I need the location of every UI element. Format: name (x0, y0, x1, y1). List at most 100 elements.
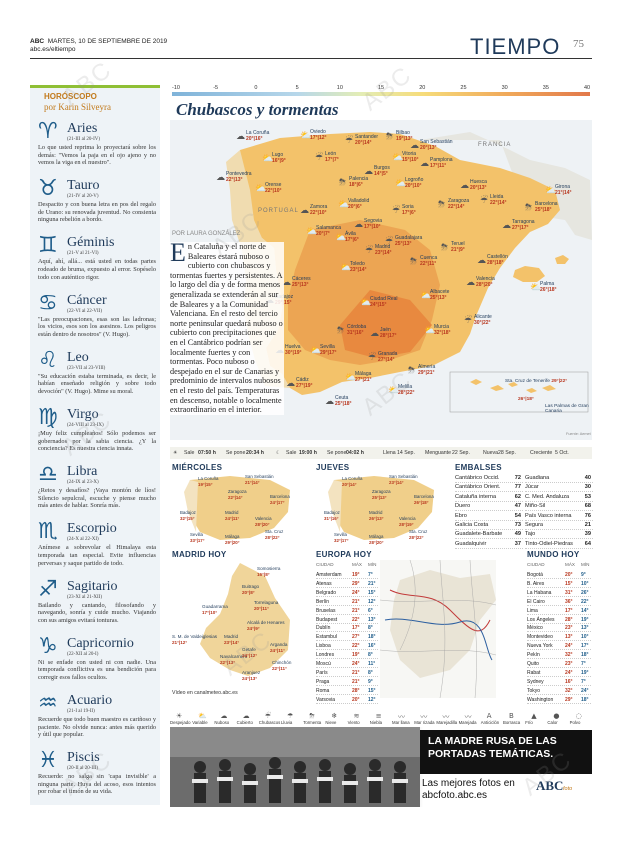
row-min: 15° (368, 589, 376, 596)
promo-subline[interactable]: Las mejores fotos en abcfoto.abc.es (422, 778, 515, 801)
mini-city-label: Barcelona 24°|17° (270, 494, 290, 505)
zodiac-piscis-icon: ♓ (38, 748, 58, 774)
legend-label: Polvo (569, 720, 581, 725)
brand: ABC (30, 38, 45, 45)
row-min: 12° (368, 696, 376, 703)
city-name: Chinchón (272, 660, 292, 665)
embalse-name: Segura (525, 522, 544, 528)
legend-label: Despejado (170, 720, 191, 725)
row-max: 28° (565, 616, 573, 623)
mini-city-label: Valencia 28°|20° (255, 516, 272, 527)
city-temp: 22°|11° (420, 260, 437, 267)
legend-nuboso-icon: ☁ (220, 712, 228, 720)
weather-icon: ⛅ (530, 283, 542, 293)
sun-moon-bar: ☀ Sale 07:50 h Se pone 20:34 h ☾ Sale 19:00… (170, 447, 592, 459)
city-name: León (325, 151, 337, 157)
col-city: CIUDAD (316, 562, 334, 567)
city-name: Melilla (398, 384, 413, 390)
temp-scale-label: -5 (213, 85, 219, 91)
city-name: Buitrago (242, 584, 260, 589)
embalse-name: Ebro (455, 512, 467, 519)
article-drop-cap: E (170, 238, 186, 267)
sign-text: Ni se enfade con usted ni con nadie. Una… (38, 658, 156, 681)
table-row: Estambul 27° 18° (316, 633, 378, 642)
city-name: Cádiz (296, 377, 309, 383)
sign-dates: (21-V al 21-VI) (67, 251, 99, 257)
table-row: Budapest 22° 13° (316, 616, 378, 624)
sign-text: Lo que usted reprima lo proyectará sobre… (38, 144, 156, 167)
sign-piscis: ♓ Piscis (20-II al 20-III) Recuerde: no sal… (38, 748, 156, 804)
city-name: Barcelona (535, 201, 558, 207)
city-name: Logroño (405, 177, 424, 183)
promo-photo (170, 727, 420, 807)
weather-icon: ⛈ (386, 132, 394, 142)
row-min: 7° (368, 572, 373, 578)
row-min: 18° (368, 634, 376, 641)
table-row: Roma 28° 15° (316, 687, 378, 695)
row-max: 24° (352, 589, 360, 596)
row-city: Varsovia (316, 696, 336, 703)
row-min: 12° (368, 598, 376, 605)
url[interactable]: abc.es/eltiempo (30, 46, 76, 53)
row-city: Roma (316, 687, 330, 694)
embalse-name: Miño-Sil (525, 503, 546, 510)
row-min: 9° (581, 572, 586, 578)
weather-icon: ⛅ (388, 386, 400, 396)
legend-marejada-icon: 〰 (464, 713, 472, 721)
city-name: Madrid (375, 244, 391, 250)
row-min: 21° (368, 580, 376, 587)
sign-cáncer: ♋ Cáncer (22-VI al 22-VII) "Las preocupacio… (38, 291, 156, 347)
embalse-name: Galicia Costa (455, 522, 489, 528)
city-label: Vitoria 15°|10° (402, 151, 419, 163)
zodiac-tauro-icon: ♉ (38, 176, 58, 202)
city-temp: 27°|19° (296, 382, 313, 389)
temp-scale-label: 20 (419, 85, 426, 91)
row-city: Bruselas (316, 607, 336, 614)
city-label: Soria 17°|6° (402, 204, 416, 216)
row-max: 24° (565, 669, 573, 676)
city-label: Melilla 28°|22° (398, 384, 415, 396)
row-max: 21° (352, 669, 360, 676)
row-min: 19° (581, 616, 589, 623)
city-temp: 28°|20° (369, 539, 384, 545)
legend-label: Cubierto (236, 720, 253, 725)
weather-icon: ⛅ (306, 227, 318, 237)
city-temp: 23°|14° (224, 639, 240, 645)
row-max: 24° (565, 643, 573, 650)
city-temp: 22°|14° (448, 203, 465, 210)
legend-label: Chubascos (258, 720, 281, 725)
header-rule (30, 58, 592, 59)
madrid-video-link[interactable]: Vídeo en canalmeteo.abc.es (172, 690, 238, 696)
sign-text: Recuerde que todo buen maestro es cariño… (38, 716, 156, 739)
row-min: 13° (581, 625, 589, 632)
city-name: Málaga (369, 534, 384, 539)
city-temp: 19°|15° (198, 481, 213, 487)
city-temp: 23°|14° (375, 249, 392, 256)
city-name: Sta. Cruz (265, 529, 284, 534)
row-city: Rabat (527, 669, 541, 676)
row-max: 16° (565, 678, 573, 685)
city-label: Málaga 27°|21° (355, 371, 372, 383)
promo-headline[interactable]: LA MADRE RUSA DE LAS PORTADAS TEMÁTICAS. (428, 735, 557, 760)
legend-tormenta-icon: ⛈ (309, 712, 315, 720)
row-max: 21° (352, 598, 360, 605)
mini-city-label: Badajoz 31°|16° (324, 510, 340, 521)
weather-icon: ☁ (364, 167, 373, 177)
weather-icon: ⛈ (408, 366, 416, 376)
mini-city-label: Valencia 28°|19° (399, 516, 416, 527)
city-name: Teruel (451, 241, 465, 247)
row-min: 16° (368, 643, 376, 650)
title-jueves: JUEVES (316, 463, 350, 472)
watermark-text: ABC (357, 60, 418, 117)
city-temp: 26°|13° (369, 515, 384, 521)
legend-mar-llana-icon: 〰 (398, 713, 405, 721)
weather-icon: ⛈ (438, 200, 446, 210)
horoscope-label: HORÓSCOPO (44, 92, 97, 101)
table-row: Lisboa 22° 16° (316, 642, 378, 651)
embalse-value: 72 (514, 475, 521, 481)
embalse-value: 37 (514, 540, 521, 547)
embalse-row: Guadalete-Barbate 49 (455, 530, 523, 540)
city-name: Zaragoza (228, 489, 247, 494)
city-name: Oviedo (310, 129, 326, 135)
weather-icon: ⛅ (340, 263, 352, 273)
